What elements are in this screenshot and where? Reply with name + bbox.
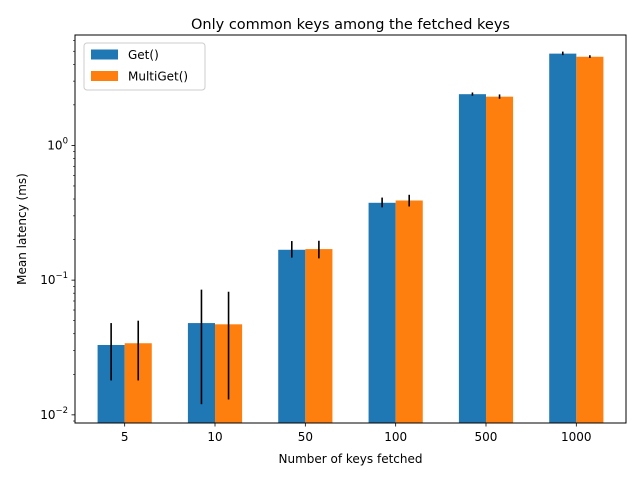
x-tick-label: 50 [298, 430, 313, 444]
plot-frame [74, 34, 627, 424]
bar-multiget-100 [395, 200, 423, 423]
legend-swatch-multiget [91, 71, 118, 81]
bar-get-500 [458, 94, 486, 423]
x-tick-label: 500 [475, 430, 498, 444]
x-tick-label: 10 [207, 430, 222, 444]
y-tick-label: 10−1 [40, 271, 68, 287]
y-tick-label: 10−2 [40, 406, 68, 422]
x-axis-label: Number of keys fetched [279, 452, 423, 466]
x-tick-label: 1000 [561, 430, 592, 444]
plot-area: 10−2 10−1 100 5 10 50 100 500 1000 [40, 40, 604, 444]
legend: Get() MultiGet() [83, 42, 206, 91]
legend-label-get: Get() [128, 48, 159, 62]
bar-multiget-500 [485, 96, 514, 423]
y-axis-label: Mean latency (ms) [15, 173, 29, 285]
x-tick-label: 5 [121, 430, 129, 444]
y-tick-label: 100 [47, 136, 68, 152]
legend-label-multiget: MultiGet() [128, 70, 188, 84]
bar-get-100 [368, 202, 396, 423]
bar-get-1000 [549, 53, 577, 423]
bar-multiget-50 [305, 249, 333, 423]
bar-multiget-1000 [576, 56, 604, 423]
x-tick-label: 100 [384, 430, 407, 444]
bar-get-50 [278, 249, 306, 423]
legend-swatch-get [91, 49, 118, 60]
chart-title: Only common keys among the fetched keys [191, 17, 510, 33]
